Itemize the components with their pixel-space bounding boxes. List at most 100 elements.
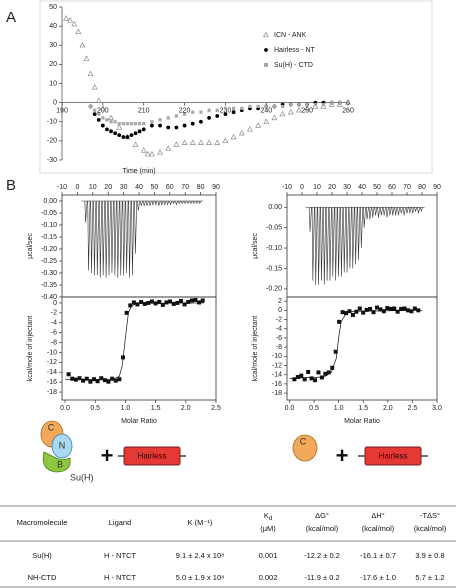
partner-label: Hairless: [138, 452, 167, 461]
injection-peak: [348, 207, 352, 269]
injection-peak: [385, 207, 389, 218]
point: [116, 124, 123, 130]
point: [263, 118, 270, 124]
point: [281, 104, 285, 109]
x-tick-label: 240: [260, 107, 272, 114]
point: [207, 116, 211, 120]
injection-peak: [397, 207, 401, 216]
legend-marker: [264, 48, 268, 52]
y-tick-label: -30: [47, 157, 57, 164]
y-tick-label: -10: [47, 119, 57, 126]
injection-peak: [137, 200, 141, 211]
point: [186, 299, 191, 304]
x-tick-label: 220: [179, 107, 191, 114]
point: [206, 139, 213, 145]
x-tick-label: 2.5: [408, 405, 418, 412]
point: [319, 375, 324, 380]
point: [128, 303, 133, 308]
point: [215, 114, 220, 118]
legend-label: ICN - ANK: [274, 32, 307, 39]
point: [399, 306, 404, 311]
point: [289, 102, 293, 107]
point: [412, 306, 417, 311]
y-tick-label: -0.20: [41, 246, 57, 253]
point: [88, 379, 93, 384]
point: [256, 104, 260, 109]
injection-peak: [360, 207, 364, 249]
point: [375, 305, 379, 310]
y-tick-label: 0: [278, 307, 282, 314]
point: [231, 110, 236, 115]
y-tick-label: 0: [53, 99, 57, 106]
point: [189, 139, 196, 145]
point: [83, 55, 90, 61]
point: [182, 302, 187, 307]
point: [171, 301, 176, 306]
injection-peak: [391, 207, 395, 216]
point: [181, 139, 188, 145]
point: [223, 106, 228, 110]
table-cell: 5.7 ± 1.2: [415, 573, 444, 582]
point: [95, 379, 100, 384]
point: [364, 307, 369, 312]
injection-peak: [340, 207, 344, 277]
point: [350, 312, 355, 317]
x-tick-label: 0: [300, 184, 304, 191]
table-header: (kcal/mol): [362, 524, 395, 533]
point: [166, 125, 171, 130]
injection-peak: [308, 207, 312, 232]
x-tick-label: -10: [282, 184, 292, 191]
injection-peak: [388, 207, 392, 216]
x-tick-label: 0.5: [309, 405, 319, 412]
fit-line: [289, 309, 423, 379]
point: [182, 123, 187, 128]
point: [141, 127, 146, 132]
point: [199, 110, 203, 114]
y-tick-label: -0.15: [266, 265, 282, 272]
point: [66, 372, 71, 377]
panel-a-border: [39, 0, 433, 174]
injection-peak: [87, 200, 91, 271]
injection-peak: [148, 200, 152, 206]
injection-peak: [102, 200, 105, 276]
domain-label: C: [48, 422, 55, 432]
point: [110, 376, 115, 381]
injection-peak: [198, 200, 202, 205]
x-tick-label: 80: [418, 184, 426, 191]
point: [100, 123, 105, 128]
table-header: (μM): [260, 524, 276, 533]
y-tick-label: -16: [47, 379, 57, 386]
point: [108, 114, 115, 121]
x-tick-label: 260: [342, 107, 354, 114]
table-cell: -11.9 ± 0.2: [304, 573, 339, 582]
injection-peak: [417, 207, 421, 214]
injection-peak: [189, 200, 193, 205]
x-axis-label: Molar Ratio: [344, 418, 380, 425]
injection-peak: [93, 200, 97, 276]
point: [174, 125, 179, 130]
point: [385, 306, 390, 311]
injection-peak: [414, 207, 418, 213]
table-cell: NH-CTD: [28, 573, 57, 582]
point: [305, 102, 309, 107]
injection-peak: [400, 207, 403, 214]
point: [313, 102, 317, 107]
y-tick-label: -8: [276, 344, 282, 351]
table-cell: Su(H): [32, 551, 52, 560]
point: [133, 122, 138, 126]
point: [395, 309, 400, 314]
y-tick-label: -0.05: [266, 224, 282, 231]
y-tick-label: -8: [51, 339, 57, 346]
point: [357, 306, 362, 311]
point: [381, 309, 386, 314]
point: [95, 97, 102, 103]
point: [313, 378, 318, 383]
point: [105, 127, 109, 132]
y-tick-label: -0.20: [266, 286, 282, 293]
point: [109, 129, 113, 134]
point: [99, 376, 104, 381]
y-tick-label: 20: [49, 61, 57, 68]
injection-peak: [371, 207, 375, 218]
injection-peak: [172, 200, 176, 205]
table-cell: 5.0 ± 1.9 x 10⁸: [176, 573, 225, 582]
